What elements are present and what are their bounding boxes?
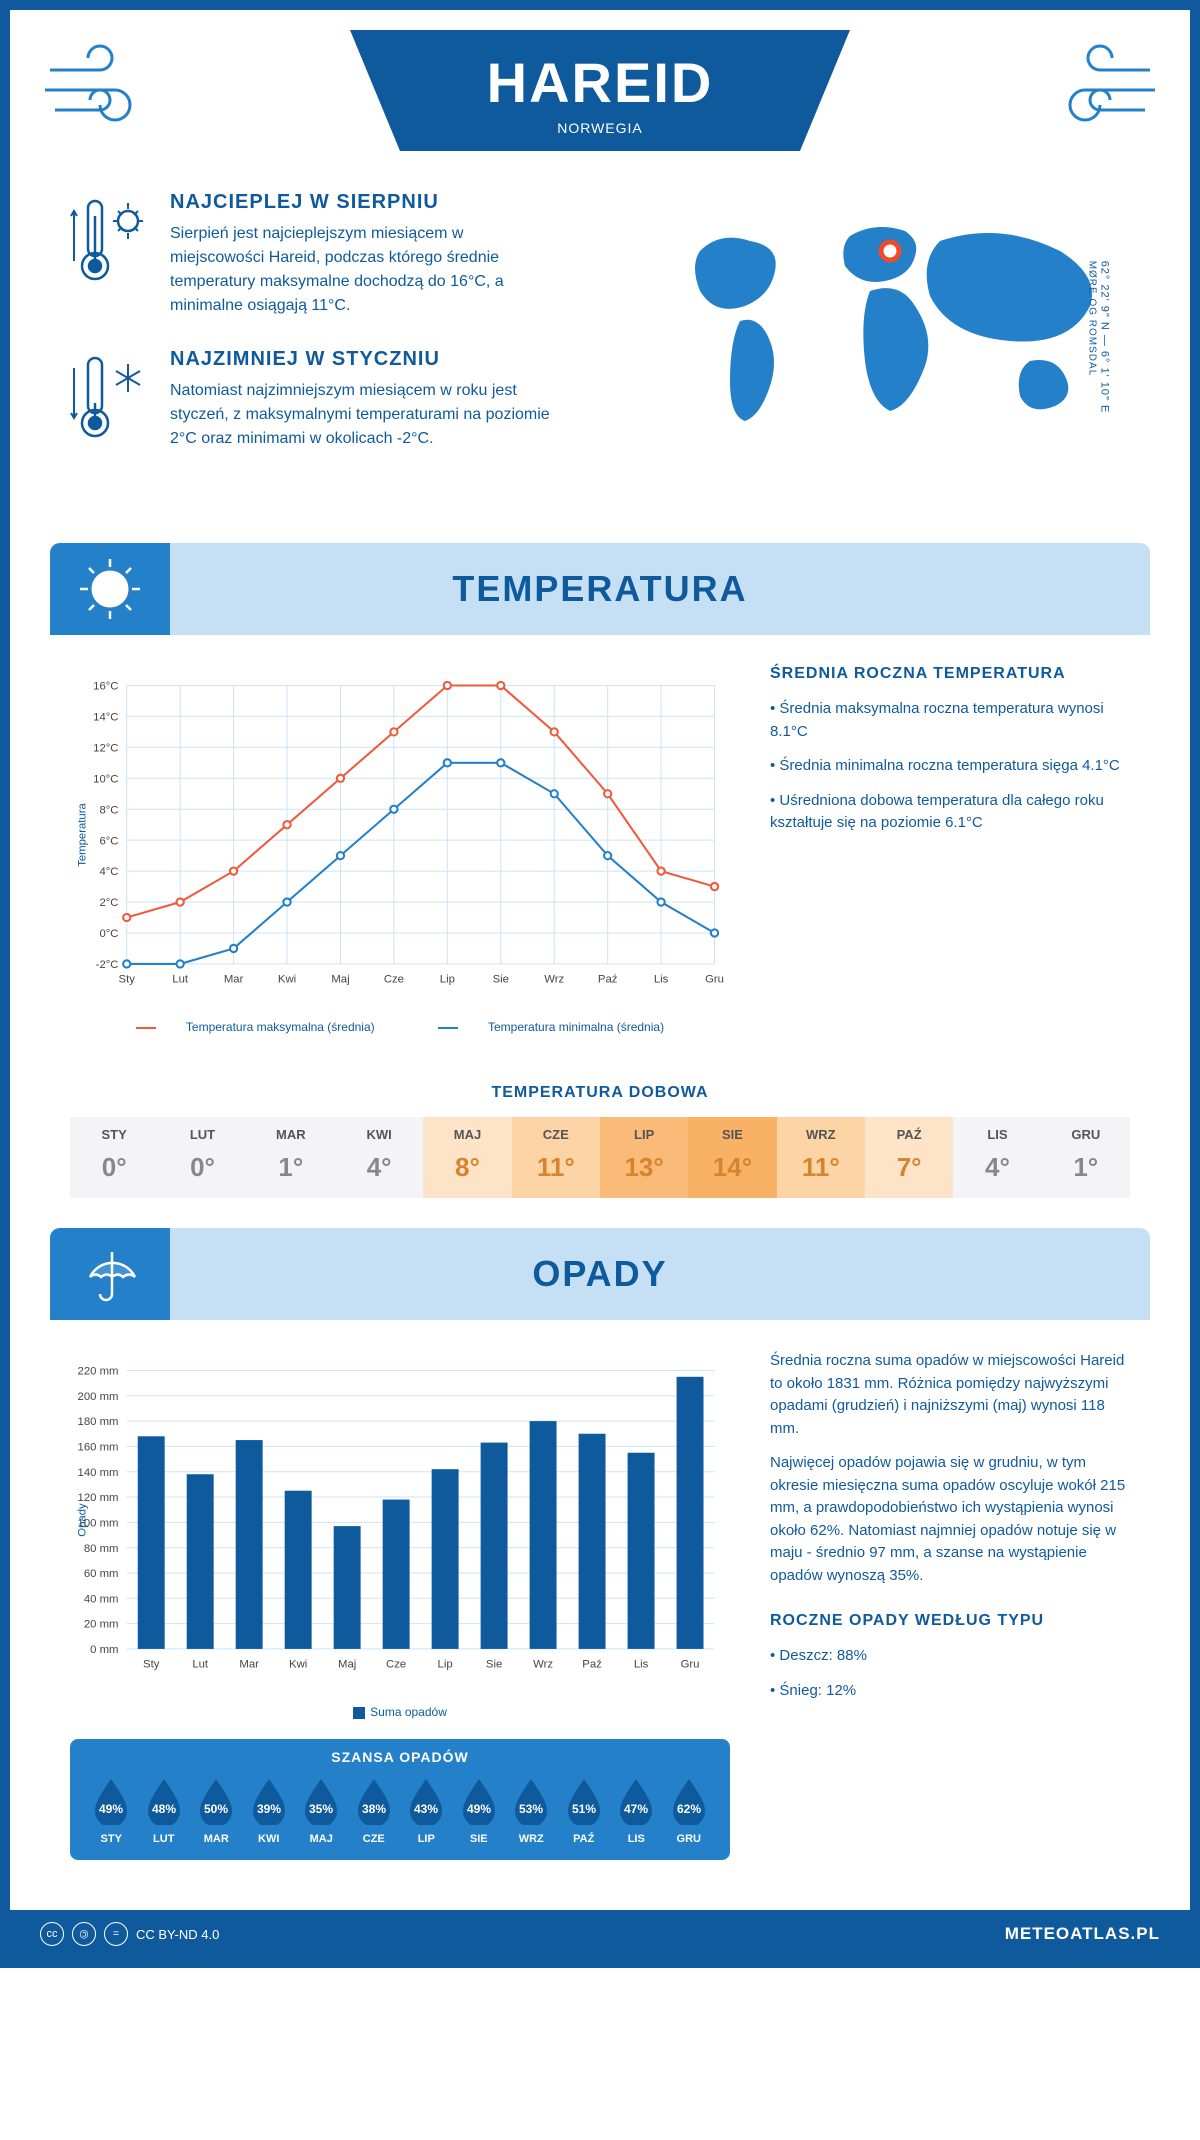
svg-text:160 mm: 160 mm — [78, 1442, 119, 1454]
svg-text:Temperatura: Temperatura — [76, 803, 88, 867]
svg-text:0°C: 0°C — [99, 928, 118, 940]
header: HAREID NORWEGIA — [10, 10, 1190, 151]
svg-text:43%: 43% — [414, 1802, 438, 1816]
svg-text:49%: 49% — [467, 1802, 491, 1816]
svg-text:6°C: 6°C — [99, 835, 118, 847]
svg-text:51%: 51% — [572, 1802, 596, 1816]
svg-text:Wrz: Wrz — [544, 973, 564, 985]
title-banner: HAREID NORWEGIA — [350, 30, 850, 151]
precipitation-header: OPADY — [50, 1228, 1150, 1320]
svg-text:Kwi: Kwi — [278, 973, 296, 985]
svg-text:8°C: 8°C — [99, 804, 118, 816]
svg-text:35%: 35% — [309, 1802, 333, 1816]
temperature-header: TEMPERATURA — [50, 543, 1150, 635]
svg-text:Mar: Mar — [224, 973, 244, 985]
license-text: CC BY-ND 4.0 — [136, 1927, 219, 1942]
thermometer-snow-icon — [70, 348, 150, 453]
svg-text:40 mm: 40 mm — [84, 1593, 119, 1605]
coordinates: 62° 22' 9" N — 6° 1' 10" E MØRE OG ROMSD… — [1087, 261, 1111, 414]
svg-text:10°C: 10°C — [93, 773, 118, 785]
thermometer-sun-icon — [70, 191, 150, 318]
svg-text:60 mm: 60 mm — [84, 1568, 119, 1580]
precip-chance-box: SZANSA OPADÓW 49%STY48%LUT50%MAR39%KWI35… — [70, 1739, 730, 1860]
site-name: METEOATLAS.PL — [1005, 1924, 1160, 1944]
daily-temp-table: STY0°LUT0°MAR1°KWI4°MAJ8°CZE11°LIP13°SIE… — [70, 1117, 1130, 1198]
svg-text:Sty: Sty — [119, 973, 136, 985]
svg-text:Lip: Lip — [438, 1658, 453, 1670]
wind-icon — [40, 40, 180, 145]
svg-text:Opady: Opady — [76, 1503, 88, 1537]
coldest-title: NAJZIMNIEJ W STYCZNIU — [170, 348, 550, 371]
svg-text:Maj: Maj — [338, 1658, 356, 1670]
svg-text:Kwi: Kwi — [289, 1658, 307, 1670]
umbrella-icon — [50, 1228, 170, 1320]
daily-temp-title: TEMPERATURA DOBOWA — [10, 1084, 1190, 1102]
warmest-block: NAJCIEPLEJ W SIERPNIU Sierpień jest najc… — [70, 191, 610, 318]
svg-text:Cze: Cze — [384, 973, 404, 985]
svg-text:48%: 48% — [152, 1802, 176, 1816]
svg-text:Lis: Lis — [654, 973, 669, 985]
svg-text:Sie: Sie — [486, 1658, 502, 1670]
temp-annual-text: ŚREDNIA ROCZNA TEMPERATURA Średnia maksy… — [770, 665, 1130, 1034]
temp-legend: Temperatura maksymalna (średnia) Tempera… — [70, 1020, 730, 1034]
svg-text:Lis: Lis — [634, 1658, 649, 1670]
svg-text:Sty: Sty — [143, 1658, 160, 1670]
warmest-title: NAJCIEPLEJ W SIERPNIU — [170, 191, 550, 214]
svg-text:62%: 62% — [677, 1802, 701, 1816]
svg-text:49%: 49% — [99, 1802, 123, 1816]
coldest-block: NAJZIMNIEJ W STYCZNIU Natomiast najzimni… — [70, 348, 610, 453]
svg-text:20 mm: 20 mm — [84, 1619, 119, 1631]
cc-icon: cc — [40, 1922, 64, 1946]
svg-text:50%: 50% — [204, 1802, 228, 1816]
svg-text:Maj: Maj — [331, 973, 349, 985]
svg-text:Gru: Gru — [705, 973, 724, 985]
svg-text:12°C: 12°C — [93, 742, 118, 754]
svg-text:140 mm: 140 mm — [78, 1467, 119, 1479]
svg-text:0 mm: 0 mm — [90, 1644, 118, 1656]
temperature-title: TEMPERATURA — [50, 568, 1150, 610]
svg-text:38%: 38% — [362, 1802, 386, 1816]
svg-text:Sie: Sie — [493, 973, 509, 985]
precip-legend: Suma opadów — [70, 1705, 730, 1719]
intro-section: NAJCIEPLEJ W SIERPNIU Sierpień jest najc… — [10, 151, 1190, 523]
svg-text:Lut: Lut — [192, 1658, 209, 1670]
svg-text:Paź: Paź — [582, 1658, 602, 1670]
svg-text:16°C: 16°C — [93, 681, 118, 693]
svg-text:53%: 53% — [519, 1802, 543, 1816]
city-name: HAREID — [430, 50, 770, 115]
svg-text:-2°C: -2°C — [96, 959, 119, 971]
temperature-line-chart: -2°C 0°C 2°C 4°C 6°C 8°C 10°C 12°C 14°C 16°C Sty Lu… — [70, 665, 730, 1005]
sun-icon — [50, 543, 170, 635]
svg-text:2°C: 2°C — [99, 897, 118, 909]
svg-text:Mar: Mar — [239, 1658, 259, 1670]
svg-text:Cze: Cze — [386, 1658, 406, 1670]
svg-text:Lip: Lip — [440, 973, 455, 985]
country-name: NORWEGIA — [430, 120, 770, 136]
svg-text:Wrz: Wrz — [533, 1658, 553, 1670]
svg-text:220 mm: 220 mm — [78, 1366, 119, 1378]
svg-text:14°C: 14°C — [93, 712, 118, 724]
svg-text:Paź: Paź — [598, 973, 618, 985]
by-icon: 🄯 — [72, 1922, 96, 1946]
svg-text:180 mm: 180 mm — [78, 1416, 119, 1428]
svg-text:4°C: 4°C — [99, 866, 118, 878]
warmest-body: Sierpień jest najcieplejszym miesiącem w… — [170, 222, 550, 318]
footer: cc 🄯 = CC BY-ND 4.0 METEOATLAS.PL — [10, 1910, 1190, 1958]
svg-text:80 mm: 80 mm — [84, 1543, 119, 1555]
nd-icon: = — [104, 1922, 128, 1946]
precipitation-title: OPADY — [50, 1253, 1150, 1295]
wind-icon — [1020, 40, 1160, 145]
precip-text: Średnia roczna suma opadów w miejscowośc… — [770, 1350, 1130, 1860]
svg-text:Gru: Gru — [681, 1658, 700, 1670]
precipitation-bar-chart: 0 mm20 mm40 mm60 mm80 mm100 mm120 mm140 … — [70, 1350, 730, 1690]
world-map: 62° 22' 9" N — 6° 1' 10" E MØRE OG ROMSD… — [650, 191, 1130, 483]
svg-text:47%: 47% — [624, 1802, 648, 1816]
svg-text:39%: 39% — [257, 1802, 281, 1816]
svg-text:200 mm: 200 mm — [78, 1391, 119, 1403]
coldest-body: Natomiast najzimniejszym miesiącem w rok… — [170, 379, 550, 451]
svg-text:Lut: Lut — [172, 973, 189, 985]
